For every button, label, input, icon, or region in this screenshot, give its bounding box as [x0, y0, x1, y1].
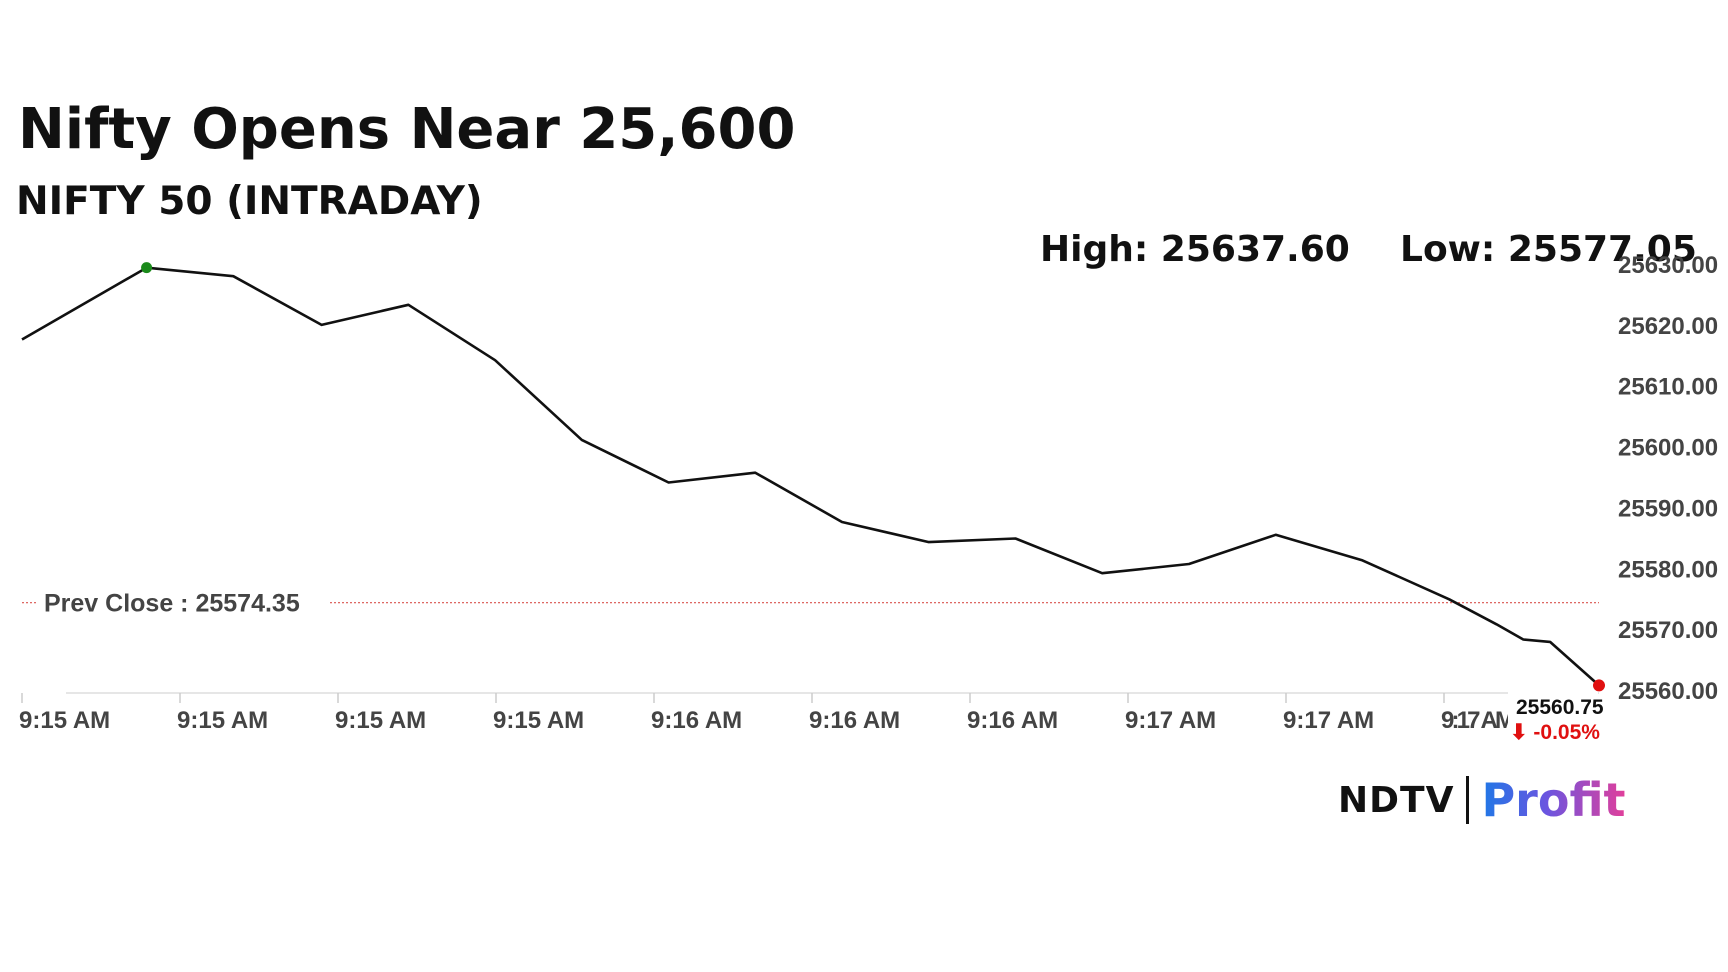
x-tick-label: 9:16 AM: [809, 707, 900, 734]
y-tick-label: 25580.00: [1618, 556, 1718, 583]
x-tick-label: 9:15 AM: [493, 707, 584, 734]
series-line: [21, 266, 1600, 687]
y-tick-label: 25560.00: [1618, 678, 1718, 705]
last-value-box: [1508, 692, 1598, 744]
x-tick-label: 9:16 AM: [651, 707, 742, 734]
x-tick-label: 9:15 AM: [335, 707, 426, 734]
x-tick-label: 9:15 AM: [177, 707, 268, 734]
prev-close-layer: Prev Close : 25574.35: [22, 590, 1599, 618]
x-tick-label: 9:16 AM: [967, 707, 1058, 734]
ndtv-profit-logo: NDTV Profit: [1338, 772, 1626, 828]
series-layer: [21, 262, 1605, 692]
y-tick-label: 25570.00: [1618, 617, 1718, 644]
chart-subtitle: NIFTY 50 (INTRADAY): [16, 179, 483, 224]
x-tick-label: 9:15 AM: [19, 707, 110, 734]
x-tick-label: 9:17 AM: [1283, 707, 1374, 734]
y-tick-label: 25620.00: [1618, 313, 1718, 340]
x-tick-labels: 9:15 AM 9:15 AM 9:15 AM 9:15 AM 9:16 AM 9:16 …: [19, 707, 1515, 734]
x-tick-label: 9:17 AM: [1441, 707, 1515, 734]
last-point-marker: [1593, 679, 1605, 692]
y-tick-label: 25600.00: [1618, 435, 1718, 462]
y-tick-labels: 25630.00 25620.00 25610.00 25600.00 25590.00…: [1618, 252, 1718, 705]
y-tick-label: 25610.00: [1618, 374, 1718, 401]
last-value-label: 25560.75: [1516, 696, 1604, 719]
logo-ndtv-text: NDTV: [1338, 779, 1455, 821]
prev-close-label: Prev Close : 25574.35: [44, 590, 300, 618]
logo-profit-text: Profit: [1481, 773, 1626, 827]
x-tick-label: 9:17 AM: [1125, 707, 1216, 734]
y-tick-label: 25630.00: [1618, 252, 1718, 279]
last-value-callout: 25560.75⬇ -0.05%: [1508, 692, 1604, 744]
x-axis: [21, 692, 1599, 703]
day-low-label: Low: 25577.05: [1400, 229, 1697, 270]
high-point-marker: [141, 262, 153, 274]
y-tick-label: 25590.00: [1618, 495, 1718, 522]
headline: Nifty Opens Near 25,600: [18, 97, 796, 162]
change-label: ⬇ -0.05%: [1510, 721, 1600, 744]
logo-divider: [1466, 776, 1470, 824]
day-high-label: High: 25637.60: [1040, 229, 1350, 270]
